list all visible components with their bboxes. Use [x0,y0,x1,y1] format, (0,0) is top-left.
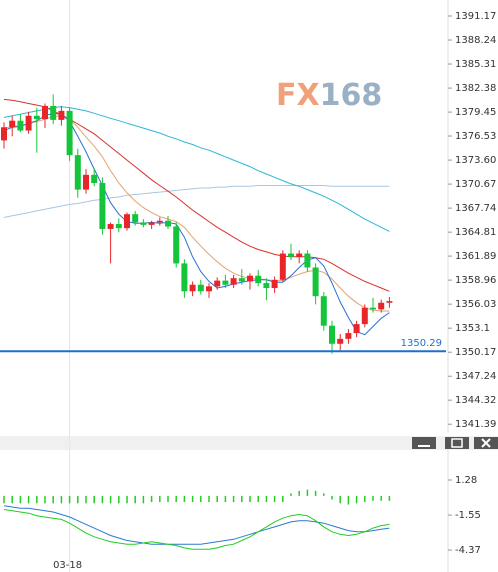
candle-body [83,174,89,190]
candle-body [312,267,319,297]
candle-body [74,155,81,190]
candle-body [238,278,245,282]
candle-body [165,220,171,227]
x-tick-label: 03-18 [53,560,82,571]
window-controls [412,437,498,449]
y-tick-label: 1379.45 [455,107,496,118]
candle-body [91,174,98,184]
candle-body [1,127,7,141]
moving-average-line [3,185,390,218]
candle-body [353,324,360,334]
candle-body [255,275,262,284]
candle-body [132,214,139,223]
candle-body [173,226,180,264]
candle-body [386,301,393,303]
candle-body [9,120,16,128]
y-tick-label: 1382.38 [455,83,496,94]
y-tick-label: 1370.67 [455,179,496,190]
candle-body [115,224,122,229]
candle-body [25,115,32,131]
y-tick-label: 1361.89 [455,251,496,262]
candle-body [337,338,344,344]
candle-body [206,286,212,292]
macd-line [3,505,390,545]
candle-body [33,115,40,120]
candle-body [247,275,253,282]
candle-body [271,279,278,288]
maximize-button[interactable] [445,437,469,449]
candle-body [58,110,65,120]
y-tick-label: 1.28 [455,475,477,486]
candle-body [156,220,163,223]
y-tick-label: 1385.31 [455,59,496,70]
watermark: FX168 [276,78,382,113]
candle-body [197,284,204,292]
candle-body [99,183,106,229]
candle-body [17,120,24,131]
y-tick-label: 1356.03 [455,299,496,310]
y-tick-label: 1347.24 [455,371,496,382]
minimize-button[interactable] [412,437,436,449]
candle-body [345,333,352,339]
candle-body [263,283,270,288]
candle-body [329,325,335,344]
candle-body [304,253,311,268]
y-tick-label: 1350.17 [455,347,496,358]
y-tick-label: 1341.39 [455,419,496,430]
candle-body [320,296,327,326]
candle-body [124,214,130,229]
y-tick-label: 1353.1 [455,323,490,334]
y-tick-label: -1.55 [455,510,481,521]
y-tick-label: 1344.32 [455,395,496,406]
close-icon [481,438,491,448]
candle-body [214,280,221,287]
candle-body [66,110,73,156]
candle-body [230,278,237,285]
candle-body [279,253,286,280]
moving-average-line [3,106,390,232]
y-tick-label: 1364.81 [455,227,496,238]
candle-body [148,222,155,225]
panel-separator [0,436,498,450]
y-tick-label: 1388.24 [455,35,496,46]
candle-body [189,284,196,292]
y-tick-label: 1358.96 [455,275,496,286]
candle-body [222,280,229,285]
watermark-fx: FX [276,78,320,113]
candle-body [42,105,48,120]
candle-body [378,302,385,310]
y-tick-label: 1373.60 [455,155,496,166]
maximize-icon [451,438,463,448]
candle-body [361,307,368,325]
candle-body [107,224,114,229]
candle-body [370,307,376,310]
macd-line [3,509,390,550]
candle-body [288,253,294,257]
candle-body [296,253,303,257]
y-tick-label: 1376.53 [455,131,496,142]
candle-body [181,263,188,292]
y-tick-label: -4.37 [455,545,481,556]
y-tick-label: 1367.74 [455,203,496,214]
price-line-label: 1350.29 [401,338,442,349]
candle-body [50,105,57,120]
y-tick-label: 1391.17 [455,11,496,22]
candle-body [140,222,147,225]
watermark-num: 168 [320,78,383,113]
